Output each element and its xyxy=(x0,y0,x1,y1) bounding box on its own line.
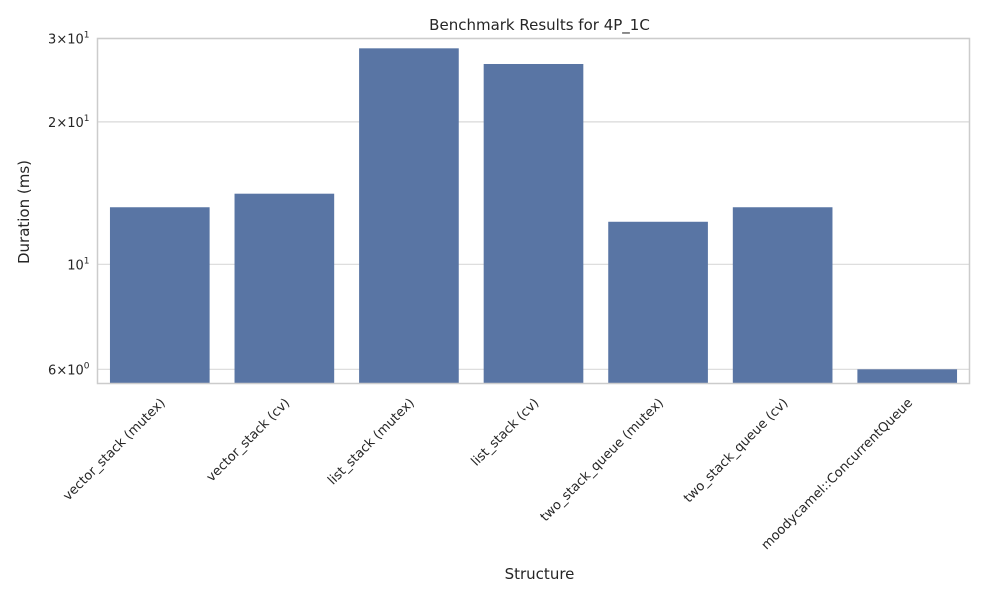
x-tick-label: list_stack (cv) xyxy=(469,396,543,470)
y-tick-label: 2×101 xyxy=(48,114,89,131)
bar-5 xyxy=(608,221,708,384)
bar-2 xyxy=(234,193,335,384)
x-tick-label: vector_stack (mutex) xyxy=(60,396,168,504)
chart-title: Benchmark Results for 4P_1C xyxy=(429,16,650,35)
x-axis-title: Structure xyxy=(505,565,575,583)
y-tick-label: 3×101 xyxy=(48,31,89,48)
plot-frame xyxy=(96,37,971,385)
bar-7 xyxy=(857,369,958,384)
y-tick-label: 101 xyxy=(67,256,89,273)
bar-1 xyxy=(109,207,210,384)
bar-3 xyxy=(359,48,459,384)
x-tick-label: two_stack_queue (mutex) xyxy=(538,396,667,525)
y-tick-label: 6×100 xyxy=(48,361,90,378)
x-tick-label: list_stack (mutex) xyxy=(325,396,418,489)
x-tick-label: vector_stack (cv) xyxy=(204,396,293,485)
bar-4 xyxy=(483,63,584,384)
y-axis-title: Duration (ms) xyxy=(15,160,33,264)
bar-6 xyxy=(732,207,833,384)
x-tick-label: moodycamel::ConcurrentQueue xyxy=(759,396,916,553)
x-tick-label: two_stack_queue (cv) xyxy=(681,396,791,506)
